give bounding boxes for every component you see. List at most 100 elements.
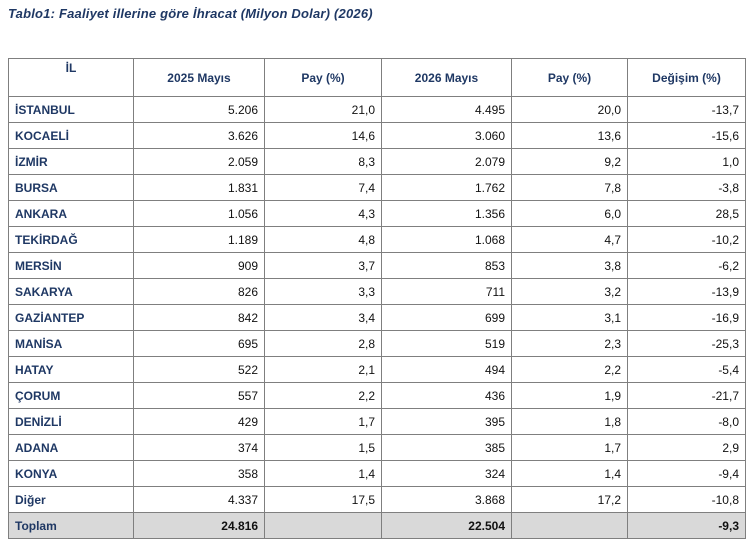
share-2026-cell — [511, 512, 628, 539]
value-2025-cell: 429 — [133, 408, 265, 435]
share-2026-cell: 1,7 — [511, 434, 628, 461]
value-2025-cell: 5.206 — [133, 96, 265, 123]
value-2025-cell: 842 — [133, 304, 265, 331]
city-cell: TEKİRDAĞ — [8, 226, 134, 253]
value-2026-cell: 711 — [381, 278, 512, 305]
city-cell: BURSA — [8, 174, 134, 201]
change-cell: -6,2 — [627, 252, 746, 279]
value-2026-cell: 324 — [381, 460, 512, 487]
change-cell: -13,7 — [627, 96, 746, 123]
value-2025-cell: 2.059 — [133, 148, 265, 175]
city-cell: Toplam — [8, 512, 134, 539]
value-2025-cell: 24.816 — [133, 512, 265, 539]
table-title: Tablo1: Faaliyet illerine göre İhracat (… — [8, 6, 373, 21]
value-2026-cell: 519 — [381, 330, 512, 357]
value-2025-cell: 1.189 — [133, 226, 265, 253]
table-row: MANİSA 695 2,8 519 2,3 -25,3 — [8, 330, 746, 357]
value-2025-cell: 358 — [133, 460, 265, 487]
value-2025-cell: 826 — [133, 278, 265, 305]
value-2026-cell: 22.504 — [381, 512, 512, 539]
value-2026-cell: 2.079 — [381, 148, 512, 175]
column-header-change: Değişim (%) — [627, 58, 746, 97]
share-2026-cell: 17,2 — [511, 486, 628, 513]
share-2026-cell: 9,2 — [511, 148, 628, 175]
value-2025-cell: 3.626 — [133, 122, 265, 149]
city-cell: MERSİN — [8, 252, 134, 279]
share-2025-cell: 3,3 — [264, 278, 382, 305]
value-2026-cell: 853 — [381, 252, 512, 279]
table-row: ADANA 374 1,5 385 1,7 2,9 — [8, 434, 746, 461]
change-cell: -15,6 — [627, 122, 746, 149]
change-cell: -8,0 — [627, 408, 746, 435]
change-cell: -25,3 — [627, 330, 746, 357]
column-header-2026: 2026 Mayıs — [381, 58, 512, 97]
share-2025-cell: 2,2 — [264, 382, 382, 409]
share-2025-cell: 3,7 — [264, 252, 382, 279]
column-header-il: İL — [8, 58, 134, 97]
change-cell: -13,9 — [627, 278, 746, 305]
share-2026-cell: 3,2 — [511, 278, 628, 305]
value-2025-cell: 1.056 — [133, 200, 265, 227]
city-cell: Diğer — [8, 486, 134, 513]
column-header-2025: 2025 Mayıs — [133, 58, 265, 97]
share-2026-cell: 4,7 — [511, 226, 628, 253]
city-cell: ANKARA — [8, 200, 134, 227]
city-cell: ADANA — [8, 434, 134, 461]
export-table: İL 2025 Mayıs Pay (%) 2026 Mayıs Pay (%)… — [8, 58, 746, 539]
share-2026-cell: 1,9 — [511, 382, 628, 409]
value-2025-cell: 374 — [133, 434, 265, 461]
share-2026-cell: 2,2 — [511, 356, 628, 383]
share-2025-cell: 3,4 — [264, 304, 382, 331]
city-cell: DENİZLİ — [8, 408, 134, 435]
change-cell: -5,4 — [627, 356, 746, 383]
share-2026-cell: 7,8 — [511, 174, 628, 201]
table-row: İZMİR 2.059 8,3 2.079 9,2 1,0 — [8, 148, 746, 175]
share-2026-cell: 20,0 — [511, 96, 628, 123]
value-2026-cell: 3.868 — [381, 486, 512, 513]
change-cell: -3,8 — [627, 174, 746, 201]
share-2025-cell: 7,4 — [264, 174, 382, 201]
value-2026-cell: 699 — [381, 304, 512, 331]
value-2026-cell: 3.060 — [381, 122, 512, 149]
table-row: DENİZLİ 429 1,7 395 1,8 -8,0 — [8, 408, 746, 435]
share-2026-cell: 6,0 — [511, 200, 628, 227]
table-row: Diğer 4.337 17,5 3.868 17,2 -10,8 — [8, 486, 746, 513]
change-cell: 28,5 — [627, 200, 746, 227]
share-2026-cell: 2,3 — [511, 330, 628, 357]
column-header-share-2026: Pay (%) — [511, 58, 628, 97]
share-2026-cell: 1,4 — [511, 460, 628, 487]
header-row: İL 2025 Mayıs Pay (%) 2026 Mayıs Pay (%)… — [8, 58, 746, 97]
share-2025-cell: 17,5 — [264, 486, 382, 513]
column-header-share-2025: Pay (%) — [264, 58, 382, 97]
table-row: BURSA 1.831 7,4 1.762 7,8 -3,8 — [8, 174, 746, 201]
value-2025-cell: 4.337 — [133, 486, 265, 513]
city-cell: HATAY — [8, 356, 134, 383]
change-cell: -21,7 — [627, 382, 746, 409]
table-row: MERSİN 909 3,7 853 3,8 -6,2 — [8, 252, 746, 279]
share-2025-cell: 2,8 — [264, 330, 382, 357]
change-cell: -9,3 — [627, 512, 746, 539]
value-2026-cell: 1.068 — [381, 226, 512, 253]
share-2025-cell: 1,5 — [264, 434, 382, 461]
value-2025-cell: 1.831 — [133, 174, 265, 201]
share-2026-cell: 3,8 — [511, 252, 628, 279]
value-2026-cell: 395 — [381, 408, 512, 435]
change-cell: -10,2 — [627, 226, 746, 253]
total-row: Toplam 24.816 22.504 -9,3 — [8, 512, 746, 539]
city-cell: SAKARYA — [8, 278, 134, 305]
change-cell: 2,9 — [627, 434, 746, 461]
change-cell: 1,0 — [627, 148, 746, 175]
city-cell: KOCAELİ — [8, 122, 134, 149]
share-2026-cell: 13,6 — [511, 122, 628, 149]
share-2025-cell: 8,3 — [264, 148, 382, 175]
share-2025-cell: 2,1 — [264, 356, 382, 383]
city-cell: İZMİR — [8, 148, 134, 175]
value-2025-cell: 909 — [133, 252, 265, 279]
share-2025-cell: 1,7 — [264, 408, 382, 435]
city-cell: GAZİANTEP — [8, 304, 134, 331]
city-cell: ÇORUM — [8, 382, 134, 409]
value-2026-cell: 4.495 — [381, 96, 512, 123]
table-row: SAKARYA 826 3,3 711 3,2 -13,9 — [8, 278, 746, 305]
share-2025-cell: 4,8 — [264, 226, 382, 253]
value-2026-cell: 494 — [381, 356, 512, 383]
